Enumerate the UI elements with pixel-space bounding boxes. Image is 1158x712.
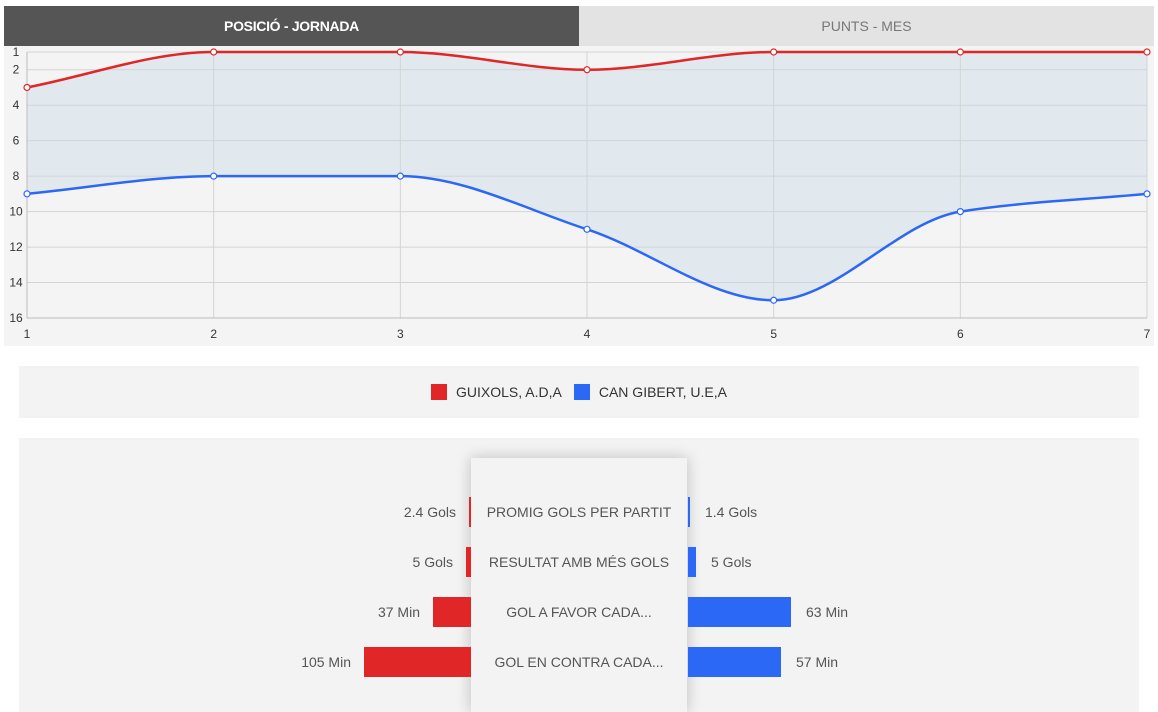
data-point-can-gibert — [23, 190, 31, 198]
y-tick-label: 12 — [9, 240, 23, 254]
y-tick-label: 4 — [13, 98, 20, 112]
y-tick-label: 10 — [9, 205, 23, 219]
x-tick-label: 1 — [24, 327, 31, 341]
stats-comparison: 2.4 Gols PROMIG GOLS PER PARTIT 1.4 Gols 5 … — [19, 438, 1139, 712]
x-tick-label: 6 — [957, 327, 964, 341]
stat-right-value: 57 Min — [796, 654, 839, 670]
position-chart: 1 2 4 6 8 10 12 14 16 1 2 3 4 5 6 7 — [4, 46, 1154, 346]
legend-item-can-gibert[interactable]: CAN GIBERT, U.E,A — [573, 384, 727, 400]
stat-right-bar — [688, 647, 781, 677]
data-point-guixols — [396, 48, 404, 56]
chart-legend: GUIXOLS, A.D,A CAN GIBERT, U.E,A — [19, 366, 1139, 418]
x-tick-label: 7 — [1144, 327, 1151, 341]
y-tick-label: 16 — [9, 311, 23, 325]
tab-punts-mes[interactable]: PUNTS - MES — [579, 6, 1154, 46]
stat-left-bar — [466, 547, 471, 577]
stat-left-value: 2.4 Gols — [403, 504, 456, 520]
stats-center-column — [471, 458, 687, 712]
stat-right-bar — [688, 497, 690, 527]
stat-row: 2.4 Gols PROMIG GOLS PER PARTIT 1.4 Gols — [19, 497, 1139, 527]
stat-right-bar — [688, 547, 696, 577]
data-point-can-gibert — [770, 296, 778, 304]
stat-row: 37 Min GOL A FAVOR CADA... 63 Min — [19, 597, 1139, 627]
y-tick-label: 2 — [13, 63, 20, 77]
stat-label: PROMIG GOLS PER PARTIT — [486, 504, 672, 520]
legend-label-guixols: GUIXOLS, A.D,A — [456, 384, 562, 400]
legend-label-can-gibert: CAN GIBERT, U.E,A — [598, 384, 727, 400]
data-point-can-gibert — [583, 225, 591, 233]
chart-tabs: POSICIÓ - JORNADA PUNTS - MES — [4, 6, 1154, 46]
x-tick-label: 2 — [210, 327, 217, 341]
data-point-guixols — [770, 48, 778, 56]
stat-row: 5 Gols RESULTAT AMB MÉS GOLS 5 Gols — [19, 547, 1139, 577]
x-tick-label: 4 — [584, 327, 591, 341]
data-point-can-gibert — [396, 172, 404, 180]
stat-label: GOL EN CONTRA CADA... — [494, 654, 664, 670]
data-point-guixols — [956, 48, 964, 56]
data-point-can-gibert — [1143, 190, 1151, 198]
stat-label: RESULTAT AMB MÉS GOLS — [488, 554, 670, 570]
data-point-guixols — [210, 48, 218, 56]
stat-right-value: 63 Min — [806, 604, 849, 620]
stat-left-value: 105 Min — [301, 654, 351, 670]
stat-right-value: 5 Gols — [711, 554, 752, 570]
stat-left-bar — [433, 597, 471, 627]
legend-item-guixols[interactable]: GUIXOLS, A.D,A — [431, 384, 562, 400]
stat-right-bar — [688, 597, 791, 627]
data-point-can-gibert — [210, 172, 218, 180]
y-tick-label: 8 — [13, 169, 20, 183]
stat-left-bar — [364, 647, 471, 677]
x-tick-label: 5 — [770, 327, 777, 341]
y-tick-label: 1 — [13, 46, 20, 59]
y-tick-label: 6 — [13, 134, 20, 148]
stat-row: 105 Min GOL EN CONTRA CADA... 57 Min — [19, 647, 1139, 677]
data-point-guixols — [23, 83, 31, 92]
y-tick-label: 14 — [9, 276, 23, 290]
legend-swatch-guixols — [431, 384, 448, 400]
data-point-guixols — [583, 66, 591, 74]
x-tick-label: 3 — [397, 327, 404, 341]
stat-right-value: 1.4 Gols — [705, 504, 758, 520]
legend-swatch-can-gibert — [573, 384, 590, 400]
data-point-can-gibert — [956, 208, 964, 216]
stat-left-value: 5 Gols — [412, 554, 453, 570]
data-point-guixols — [1143, 48, 1151, 56]
stat-label: GOL A FAVOR CADA... — [506, 604, 652, 620]
stat-left-value: 37 Min — [377, 604, 420, 620]
tab-posicio-jornada[interactable]: POSICIÓ - JORNADA — [4, 6, 579, 46]
stat-left-bar — [469, 497, 471, 527]
